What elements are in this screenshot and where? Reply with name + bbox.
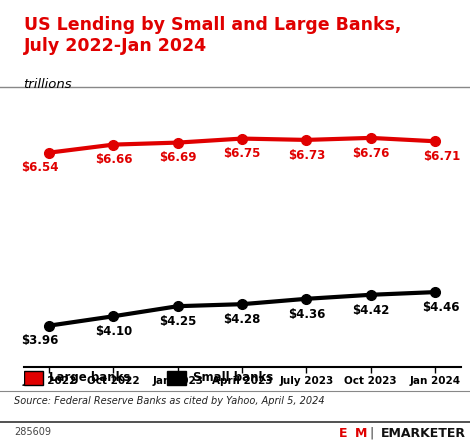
Text: E: E	[338, 427, 347, 440]
Text: $6.66: $6.66	[95, 153, 132, 166]
FancyBboxPatch shape	[167, 371, 186, 385]
Text: $6.71: $6.71	[423, 150, 460, 163]
Text: $6.54: $6.54	[21, 161, 58, 174]
Text: Small banks: Small banks	[193, 371, 273, 384]
Text: US Lending by Small and Large Banks,
July 2022-Jan 2024: US Lending by Small and Large Banks, Jul…	[24, 16, 401, 55]
Text: M: M	[355, 427, 367, 440]
Text: $3.96: $3.96	[21, 334, 58, 347]
Text: 285609: 285609	[14, 427, 51, 437]
Text: $4.25: $4.25	[159, 315, 196, 328]
Text: Source: Federal Reserve Banks as cited by Yahoo, April 5, 2024: Source: Federal Reserve Banks as cited b…	[14, 396, 325, 405]
Text: EMARKETER: EMARKETER	[381, 427, 466, 440]
Text: $6.69: $6.69	[159, 151, 196, 164]
Text: $4.10: $4.10	[95, 325, 132, 338]
FancyBboxPatch shape	[24, 371, 42, 385]
Text: $4.42: $4.42	[352, 304, 389, 316]
Text: $6.75: $6.75	[223, 147, 261, 160]
Text: $4.28: $4.28	[223, 313, 261, 326]
Text: $6.76: $6.76	[352, 147, 389, 160]
Text: trillions: trillions	[24, 78, 72, 91]
Text: $4.46: $4.46	[423, 301, 460, 314]
Text: |: |	[369, 427, 373, 440]
Text: Large banks: Large banks	[49, 371, 130, 384]
Text: $6.73: $6.73	[288, 148, 325, 162]
Text: $4.36: $4.36	[288, 308, 325, 320]
